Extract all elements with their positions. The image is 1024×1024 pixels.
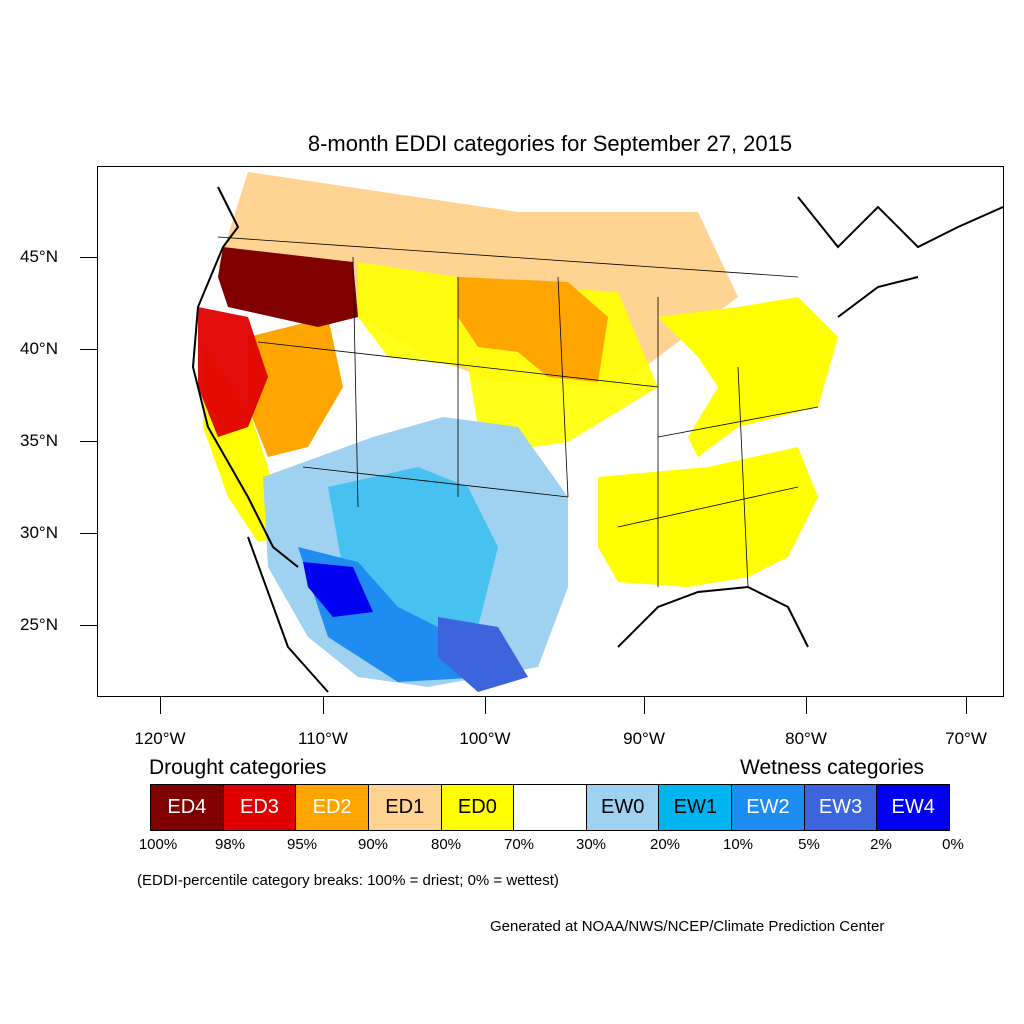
lon-label-80w: 80°W (785, 729, 827, 748)
lat-label-30n: 30°N (20, 523, 58, 542)
lon-tick (160, 697, 161, 714)
lon-tick (966, 697, 967, 714)
pct-break: 70% (503, 836, 535, 853)
lon-label-70w: 70°W (945, 729, 987, 748)
legend-box-ed3: ED3 (223, 785, 297, 830)
pct-break: 0% (942, 836, 964, 853)
lon-label-90w: 90°W (623, 729, 665, 748)
pct-break: 10% (722, 836, 754, 853)
legend-box-ed2: ED2 (296, 785, 369, 830)
legend-box-ed4: ED4 (151, 785, 224, 830)
lat-tick (80, 533, 97, 534)
pct-break: 100% (138, 836, 178, 853)
region-ed4 (218, 247, 358, 327)
lon-label-110w: 110°W (298, 729, 348, 748)
lat-tick (80, 349, 97, 350)
lon-label-120w: 120°W (134, 729, 186, 748)
category-note: (EDDI-percentile category breaks: 100% =… (137, 872, 559, 889)
legend-label: ED2 (312, 796, 352, 818)
lon-tick (806, 697, 807, 714)
legend-label: ED4 (167, 796, 207, 818)
lat-label-45n: 45°N (20, 247, 58, 266)
lon-label-100w: 100°W (459, 729, 511, 748)
legend-label: ED3 (240, 796, 279, 818)
legend-label: EW2 (746, 796, 790, 818)
pct-break: 95% (286, 836, 318, 853)
legend-box-neutral (514, 785, 587, 830)
lat-label-35n: 35°N (20, 431, 58, 450)
eddi-map (97, 166, 1004, 697)
lon-tick (323, 697, 324, 714)
wetness-heading: Wetness categories (740, 756, 925, 779)
region-ed2-west (248, 317, 343, 457)
lat-label-40n: 40°N (20, 339, 58, 358)
legend-bar: ED4 ED3 ED2 ED1 ED0 EW0 EW1 EW2 EW3 EW4 (150, 784, 950, 831)
drought-heading: Drought categories (149, 756, 327, 779)
legend-box-ew1: EW1 (659, 785, 733, 830)
legend-label: EW1 (673, 796, 717, 818)
legend-box-ew2: EW2 (732, 785, 805, 830)
region-ew3 (438, 617, 528, 692)
lat-tick (80, 625, 97, 626)
pct-break: 80% (430, 836, 462, 853)
lon-tick (485, 697, 486, 714)
map-canvas (191, 167, 1003, 693)
legend-label: EW3 (818, 796, 863, 818)
region-ed2-plains (458, 277, 608, 382)
credit-line: Generated at NOAA/NWS/NCEP/Climate Predi… (490, 918, 885, 935)
coastline (191, 186, 1003, 693)
map-title: 8-month EDDI categories for September 27… (307, 131, 793, 156)
legend-box-ew4: EW4 (877, 785, 950, 830)
pct-break: 20% (649, 836, 681, 853)
pct-break: 90% (357, 836, 389, 853)
pct-break: 2% (870, 836, 892, 853)
pct-break: 5% (798, 836, 820, 853)
region-ed3 (198, 307, 268, 437)
lat-label-25n: 25°N (20, 615, 58, 634)
legend-label: ED1 (385, 796, 425, 818)
lon-tick (644, 697, 645, 714)
legend-box-ed1: ED1 (368, 785, 442, 830)
legend-box-ed0: ED0 (441, 785, 515, 830)
state-boundaries (217, 236, 819, 588)
legend-label: ED0 (457, 796, 497, 818)
pct-break: 30% (575, 836, 607, 853)
region-ed0-northeast (658, 297, 838, 457)
legend-box-ew0: EW0 (586, 785, 660, 830)
pct-break: 98% (214, 836, 246, 853)
legend-box-ew3: EW3 (804, 785, 878, 830)
region-ed0-southeast (598, 447, 818, 587)
region-ew4 (303, 562, 373, 617)
lat-tick (80, 257, 97, 258)
lat-tick (80, 441, 97, 442)
legend-label: EW0 (600, 796, 645, 818)
legend-label: EW4 (891, 796, 935, 818)
